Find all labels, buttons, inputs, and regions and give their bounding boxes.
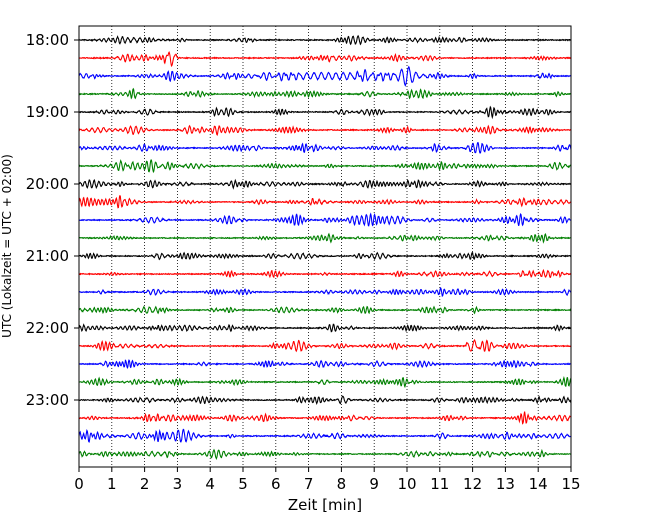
trace-0	[78, 34, 572, 46]
seismic-traces	[78, 34, 572, 460]
x-axis-ticks: 0 1 2 3 4 5 6 7 8 9 10 11 12 13 14 15	[74, 467, 581, 493]
x-tick-label-15: 15	[561, 475, 580, 493]
x-tick-label-13: 13	[496, 475, 515, 493]
x-tick-label-3: 3	[173, 475, 183, 493]
x-tick-label-0: 0	[74, 475, 84, 493]
trace-3	[78, 87, 572, 100]
x-tick-label-5: 5	[238, 475, 248, 493]
plot-frame	[78, 25, 572, 468]
trace-22	[78, 428, 572, 443]
y-tick-label-3: 21:00	[26, 247, 69, 265]
trace-1	[78, 50, 572, 67]
y-tick-label-5: 23:00	[26, 391, 69, 409]
trace-5	[78, 124, 572, 137]
trace-9	[78, 194, 572, 209]
trace-23	[78, 448, 572, 460]
x-tick-label-12: 12	[463, 475, 482, 493]
trace-6	[78, 142, 572, 154]
x-tick-label-10: 10	[397, 475, 416, 493]
x-tick-label-4: 4	[205, 475, 215, 493]
x-tick-label-6: 6	[271, 475, 281, 493]
x-tick-label-11: 11	[430, 475, 449, 493]
y-tick-label-0: 18:00	[26, 31, 69, 49]
trace-20	[78, 395, 572, 406]
y-tick-label-1: 19:00	[26, 103, 69, 121]
trace-11	[78, 232, 572, 244]
x-tick-label-9: 9	[369, 475, 379, 493]
x-tick-label-2: 2	[140, 475, 150, 493]
trace-14	[78, 286, 572, 297]
trace-2	[78, 65, 572, 87]
x-tick-label-8: 8	[337, 475, 347, 493]
y-axis-label: UTC (Lokalzeit = UTC + 02:00)	[0, 154, 14, 338]
trace-12	[78, 251, 572, 261]
trace-19	[78, 375, 572, 389]
y-axis-ticks: 18:00 19:00 20:00 21:00 22:00 23:00	[26, 31, 79, 409]
trace-18	[78, 359, 572, 370]
trace-4	[78, 105, 572, 120]
trace-15	[78, 305, 572, 315]
trace-10	[78, 212, 572, 227]
y-tick-label-4: 22:00	[26, 319, 69, 337]
trace-21	[78, 411, 572, 425]
trace-16	[78, 323, 572, 333]
trace-7	[78, 159, 572, 174]
trace-13	[78, 268, 572, 279]
y-tick-label-2: 20:00	[26, 175, 69, 193]
trace-17	[78, 338, 572, 353]
x-tick-label-7: 7	[304, 475, 314, 493]
x-axis-label: Zeit [min]	[288, 496, 362, 514]
x-tick-label-1: 1	[107, 475, 117, 493]
trace-8	[78, 178, 571, 190]
x-tick-label-14: 14	[529, 475, 548, 493]
